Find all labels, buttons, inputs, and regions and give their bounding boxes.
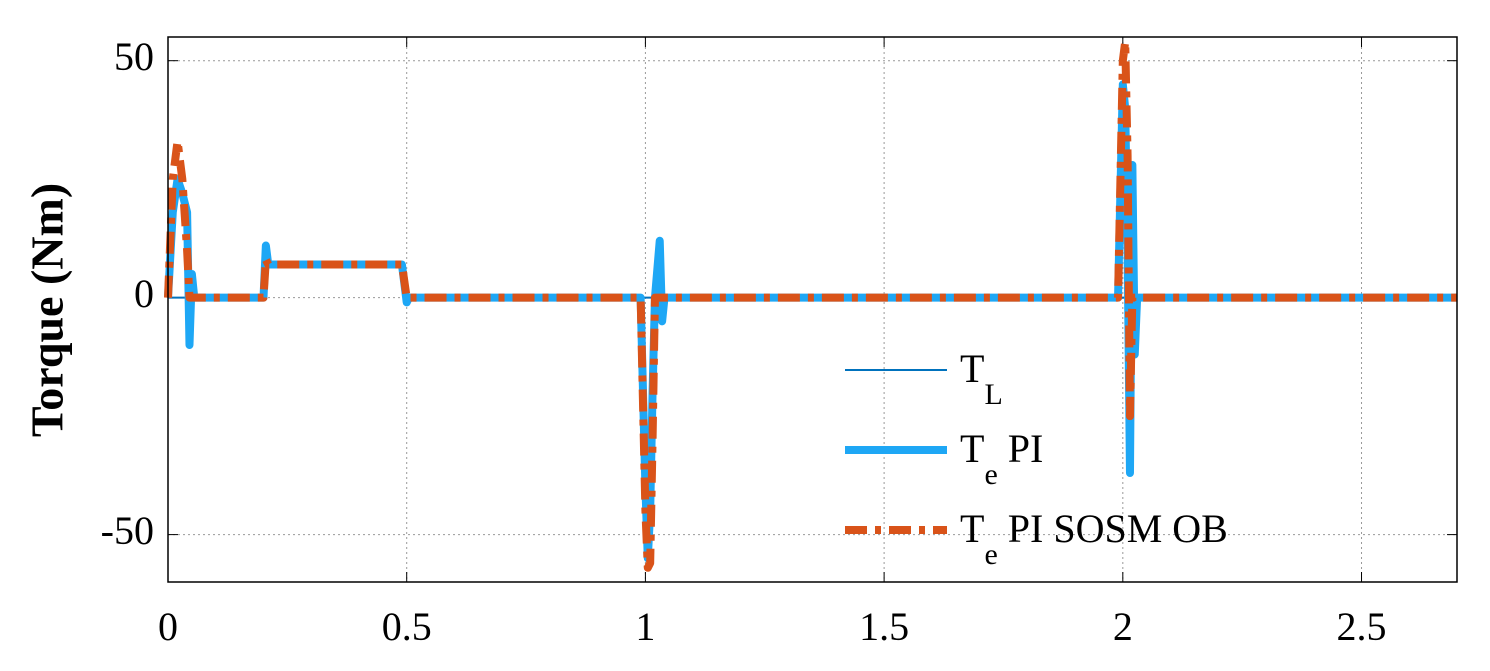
y-tick-label: -50: [101, 508, 154, 553]
legend-label: TL: [960, 346, 1003, 411]
x-tick-label: 1.5: [859, 604, 909, 649]
y-tick-label: 50: [114, 34, 154, 79]
x-tick-label: 1: [635, 604, 655, 649]
x-tick-label: 2: [1113, 604, 1133, 649]
y-axis-label: Torque (Nm): [22, 183, 73, 437]
series-line: [164, 37, 1457, 572]
series-line: [168, 263, 1457, 299]
x-tick-label: 0: [158, 604, 178, 649]
legend-label: Te PI SOSM OB: [960, 506, 1228, 571]
x-tick-label: 0.5: [382, 604, 432, 649]
series-line: [164, 80, 1457, 563]
plot-frame: [167, 36, 1458, 583]
x-tick-label: 2.5: [1337, 604, 1387, 649]
legend-label: Te PI: [960, 426, 1043, 491]
y-tick-label: 0: [134, 271, 154, 316]
